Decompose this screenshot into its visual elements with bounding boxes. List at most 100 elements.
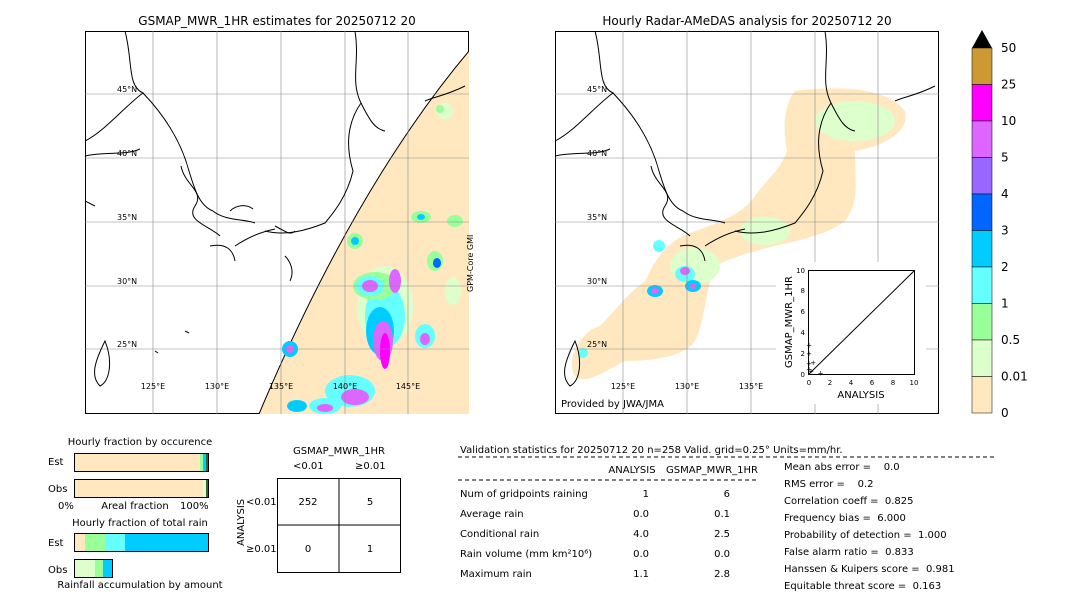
scatter-point: +	[806, 360, 812, 368]
validation-row-analysis-1: 0.0	[633, 509, 649, 520]
inset-xtick-2: 2	[828, 379, 832, 387]
right-lon-130: 130°E	[675, 382, 699, 391]
contingency-cell-11: 1	[366, 544, 374, 555]
rain-fraction-obs-seg3	[103, 560, 112, 577]
rain-fraction-est-seg4	[125, 534, 208, 551]
contingency-row-ge: ≥0.01	[246, 544, 277, 555]
validation-row-gsmap-4: 2.8	[714, 569, 730, 580]
inset-xtick-8: 8	[891, 379, 895, 387]
colorbar-label: 2	[1001, 260, 1009, 274]
colorbar-label: 1	[1001, 297, 1009, 311]
colorbar-label: 50	[1001, 41, 1016, 55]
rain-fraction-est-seg2	[85, 534, 105, 551]
colorbar-labels: 50 25 10 5 4 3 2 1 0.5 0.01 0	[1001, 41, 1028, 420]
inset-xtick-4: 4	[849, 379, 854, 387]
colorbar-extend-arrow	[972, 30, 992, 48]
left-lon-125: 125°E	[141, 382, 165, 391]
contingency-cell-00: 252	[298, 497, 318, 508]
occurrence-est-seg2	[203, 454, 206, 471]
validation-row-label-3: Rain volume (mm km²10⁶)	[460, 549, 593, 560]
colorbar-label: 10	[1001, 114, 1016, 128]
contingency-grid	[277, 478, 401, 573]
contingency-col-ge: ≥0.01	[355, 461, 386, 472]
validation-row-analysis-4: 1.1	[633, 569, 649, 580]
colorbar-box	[971, 376, 993, 414]
inset-y-ticks: 0 2 4 6 8 10	[796, 267, 805, 379]
left-lat-45: 45°N	[117, 85, 137, 94]
rain-fraction-obs-seg2	[95, 560, 103, 577]
right-lat-35: 35°N	[587, 213, 607, 222]
contingency-row-lt: <0.01	[246, 497, 277, 508]
contingency-cell-10: 0	[304, 544, 312, 555]
validation-row-label-0: Num of gridpoints raining	[460, 489, 588, 500]
score-corr: Correlation coeff = 0.825	[784, 496, 914, 507]
validation-row-analysis-2: 4.0	[633, 529, 649, 540]
right-lat-30: 30°N	[587, 277, 607, 286]
right-lon-125: 125°E	[611, 382, 635, 391]
left-lon-labels: 125°E 130°E 135°E 140°E 145°E	[141, 382, 420, 391]
left-rain-field	[282, 103, 463, 414]
right-lat-labels: 45°N 40°N 35°N 30°N 25°N	[587, 85, 607, 349]
right-lon-135: 135°E	[739, 382, 763, 391]
colorbar: 50 25 10 5 4 3 2 1 0.5 0.01 0	[971, 30, 1028, 420]
identity-line	[808, 270, 915, 375]
validation-col-analysis: ANALYSIS	[608, 465, 656, 476]
inset-ytick-8: 8	[801, 287, 805, 295]
left-lat-30: 30°N	[117, 277, 137, 286]
inset-ytick-4: 4	[801, 329, 806, 337]
inset-ytick-2: 2	[801, 350, 805, 358]
score-hk: Hanssen & Kuipers score = 0.981	[784, 564, 955, 575]
inset-xtick-6: 6	[870, 379, 875, 387]
colorbar-label: 0.5	[1001, 333, 1020, 347]
occurrence-est-bar	[74, 453, 209, 472]
radar-credit: Provided by JWA/JMA	[561, 399, 664, 410]
occurrence-obs-seg2	[206, 480, 208, 497]
rain-fraction-footer: Rainfall accumulation by amount	[57, 580, 223, 591]
occurrence-obs-seg1	[203, 480, 206, 497]
rain-fraction-bars	[74, 533, 209, 578]
inset-ylabel: GSMAP_MWR_1HR	[784, 276, 795, 368]
validation-row-label-2: Conditional rain	[460, 529, 540, 540]
contingency-title: GSMAP_MWR_1HR	[293, 446, 385, 457]
score-pod: Probability of detection = 1.000	[784, 530, 947, 541]
validation-row-gsmap-2: 2.5	[714, 529, 730, 540]
score-freq-bias: Frequency bias = 6.000	[784, 513, 906, 524]
rain-fraction-title: Hourly fraction of total rain	[72, 518, 208, 529]
score-far: False alarm ratio = 0.833	[784, 547, 914, 558]
contingency-col-lt: <0.01	[293, 461, 324, 472]
inset-ytick-0: 0	[801, 371, 805, 379]
colorbar-label: 3	[1001, 224, 1009, 238]
validation-col-gsmap: GSMAP_MWR_1HR	[666, 465, 758, 476]
scatter-inset: +++++++ 0 2 4 6 8 10 0 2 4 6 8 10 ANALYS…	[776, 262, 926, 404]
score-mae: Mean abs error = 0.0	[784, 462, 900, 473]
right-coastlines	[555, 31, 936, 387]
colorbar-label: 0.01	[1001, 370, 1028, 384]
right-lon-labels: 125°E 130°E 135°E	[611, 382, 763, 391]
validation-row-gsmap-1: 0.1	[714, 509, 730, 520]
right-rain-field	[578, 101, 895, 358]
left-lat-labels: 45°N 40°N 35°N 30°N 25°N	[117, 85, 137, 349]
swath-label: GPM-Core GMI	[466, 234, 475, 292]
left-lon-135: 135°E	[269, 382, 293, 391]
colorbar-box	[971, 230, 993, 268]
occurrence-est-label: Est	[48, 457, 64, 468]
colorbar-label: 25	[1001, 78, 1016, 92]
rain-fraction-est-seg3	[105, 534, 125, 551]
colorbar-box	[971, 157, 993, 195]
colorbar-label: 4	[1001, 187, 1009, 201]
validation-row-label-1: Average rain	[460, 509, 524, 520]
left-map: 45°N 40°N 35°N 30°N 25°N 125°E 130°E 135…	[85, 31, 469, 414]
validation-row-gsmap-0: 6	[723, 489, 730, 500]
validation-header: Validation statistics for 20250712 20 n=…	[460, 445, 843, 456]
inset-x-ticks: 0 2 4 6 8 10	[807, 379, 919, 387]
left-map-title: GSMAP_MWR_1HR estimates for 20250712 20	[138, 14, 416, 28]
inset-xtick-0: 0	[807, 379, 811, 387]
inset-xlabel: ANALYSIS	[837, 390, 884, 401]
swath-edge	[258, 50, 469, 414]
left-lat-25: 25°N	[117, 340, 137, 349]
scatter-point: +	[818, 369, 824, 377]
occurrence-title: Hourly fraction by occurence	[67, 437, 213, 448]
validation-row-label-4: Maximum rain	[460, 569, 532, 580]
occurrence-axis-right: 100%	[180, 501, 209, 512]
colorbar-box	[971, 266, 993, 304]
